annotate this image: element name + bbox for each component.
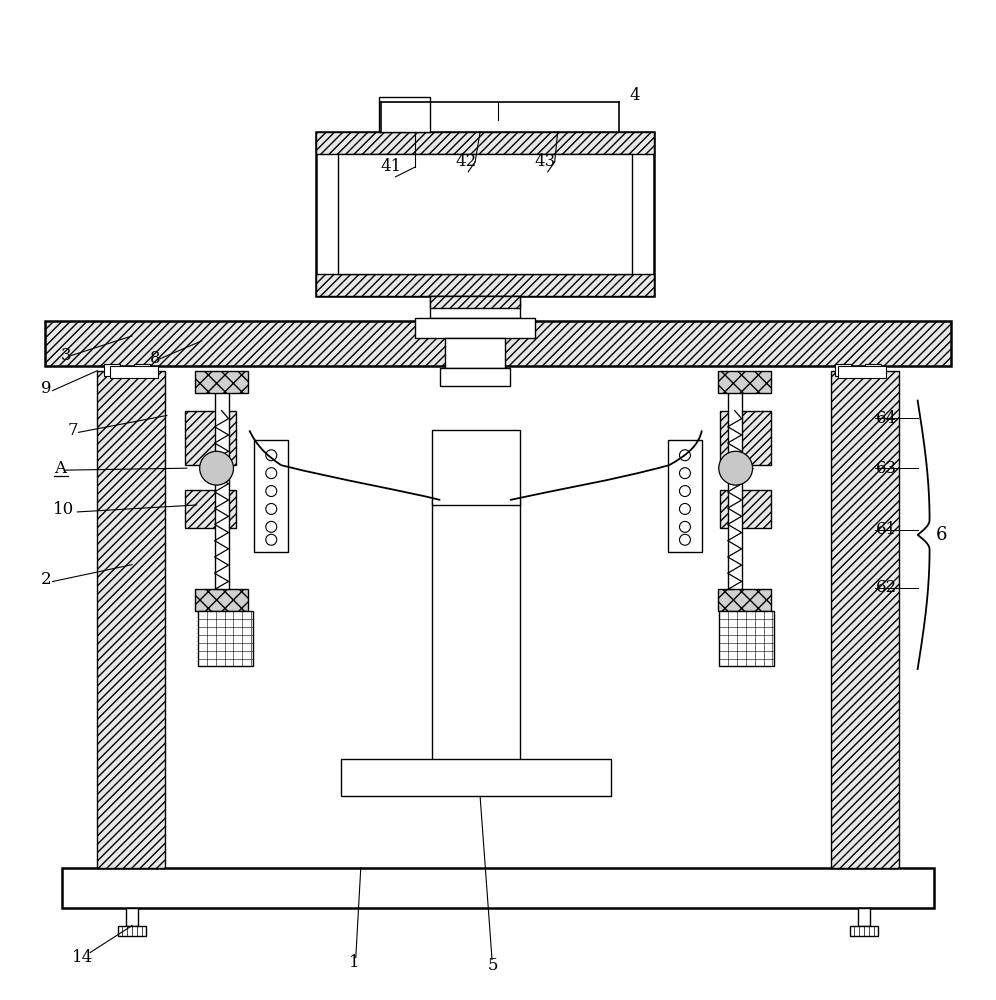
Bar — [316, 132, 654, 296]
Circle shape — [199, 451, 233, 485]
Bar — [197, 611, 253, 666]
Bar — [184, 411, 236, 465]
Text: 62: 62 — [875, 579, 897, 596]
Bar — [415, 318, 535, 338]
Bar — [111, 366, 158, 378]
Bar — [194, 589, 248, 611]
Circle shape — [679, 521, 690, 532]
Bar — [668, 440, 702, 552]
Bar — [720, 490, 772, 528]
Circle shape — [266, 468, 277, 479]
Text: 61: 61 — [875, 521, 897, 538]
Text: 64: 64 — [875, 410, 897, 427]
Bar — [126, 908, 138, 926]
Bar — [718, 589, 772, 611]
Circle shape — [679, 534, 690, 545]
Circle shape — [266, 534, 277, 545]
Bar — [430, 296, 520, 308]
Bar — [719, 611, 775, 666]
Bar — [718, 371, 772, 393]
Text: 14: 14 — [73, 949, 94, 966]
Bar — [831, 371, 898, 868]
Text: 2: 2 — [41, 571, 51, 588]
Bar — [378, 97, 430, 132]
Bar — [850, 926, 877, 936]
Bar — [194, 371, 248, 393]
Bar — [254, 440, 288, 552]
Bar — [445, 338, 505, 368]
Circle shape — [679, 503, 690, 514]
Text: 8: 8 — [150, 350, 160, 367]
Text: 5: 5 — [488, 957, 499, 974]
Text: 41: 41 — [380, 158, 402, 175]
Text: A: A — [55, 460, 67, 477]
Circle shape — [679, 450, 690, 461]
Text: 10: 10 — [53, 501, 74, 518]
Bar — [63, 868, 933, 908]
Bar — [105, 364, 121, 376]
Text: 42: 42 — [455, 153, 476, 170]
Circle shape — [679, 468, 690, 479]
Bar — [838, 366, 885, 378]
Bar — [338, 154, 632, 274]
Bar — [45, 321, 951, 366]
Bar — [432, 500, 520, 788]
Bar — [430, 296, 520, 318]
Bar — [214, 376, 228, 614]
Bar — [432, 430, 520, 505]
Bar — [865, 364, 880, 376]
Bar — [728, 376, 742, 614]
Circle shape — [266, 450, 277, 461]
Text: 43: 43 — [535, 153, 556, 170]
Bar — [858, 908, 870, 926]
Bar — [98, 371, 165, 868]
Text: 1: 1 — [349, 954, 360, 971]
Bar — [119, 926, 146, 936]
Circle shape — [266, 486, 277, 497]
Bar — [316, 132, 654, 154]
Bar — [316, 274, 654, 296]
Circle shape — [266, 503, 277, 514]
Text: 7: 7 — [68, 422, 78, 439]
Text: 9: 9 — [41, 380, 51, 397]
Text: 4: 4 — [629, 87, 639, 104]
Bar — [341, 759, 612, 796]
Bar — [184, 490, 236, 528]
Bar — [134, 364, 150, 376]
Text: 63: 63 — [875, 460, 897, 477]
Circle shape — [679, 486, 690, 497]
Circle shape — [719, 451, 753, 485]
Bar — [835, 364, 851, 376]
Bar — [440, 368, 510, 386]
Bar — [720, 411, 772, 465]
Text: 3: 3 — [61, 347, 71, 364]
Circle shape — [266, 521, 277, 532]
Text: 6: 6 — [935, 526, 947, 544]
